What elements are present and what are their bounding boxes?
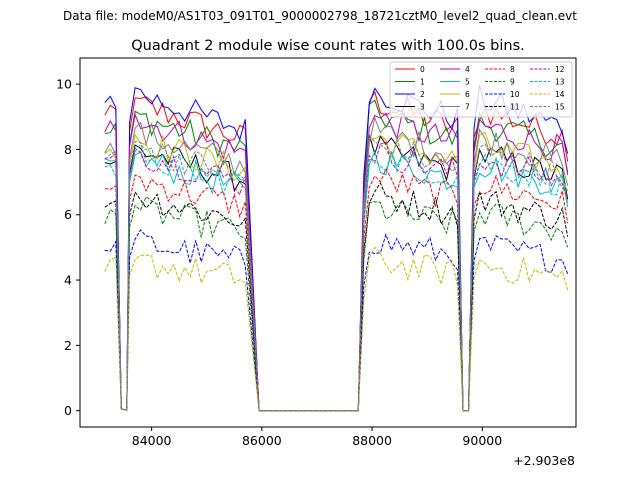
series-line-13 — [104, 143, 569, 412]
y-tick-label: 0 — [64, 403, 72, 418]
legend-label-3: 3 — [420, 103, 425, 112]
plot-frame — [79, 57, 577, 428]
legend-label-2: 2 — [420, 90, 425, 99]
legend-label-5: 5 — [465, 78, 470, 87]
legend-label-1: 1 — [420, 78, 425, 87]
legend-label-14: 14 — [555, 90, 565, 99]
y-tick-label: 2 — [64, 338, 72, 353]
plot-lines — [104, 84, 569, 412]
chart-title: Quadrant 2 module wise count rates with … — [131, 38, 525, 54]
x-offset-label: +2.903e8 — [513, 453, 575, 468]
legend-label-15: 15 — [555, 103, 565, 112]
x-tick-label: 84000 — [132, 433, 172, 448]
x-tick-label: 90000 — [462, 433, 502, 448]
x-axis: 84000 86000 88000 90000 — [132, 427, 502, 448]
x-tick-label: 88000 — [352, 433, 392, 448]
series-line-0 — [104, 90, 569, 412]
chart-suptitle: Data file: modeM0/AS1T03_091T01_90000027… — [63, 9, 577, 23]
legend-label-10: 10 — [510, 90, 520, 99]
series-line-3 — [104, 134, 569, 412]
legend-label-8: 8 — [510, 65, 515, 74]
series-line-12 — [104, 141, 569, 412]
series-line-10 — [104, 229, 569, 412]
series-line-15 — [104, 134, 569, 412]
legend-label-12: 12 — [555, 65, 565, 74]
legend-label-0: 0 — [420, 65, 425, 74]
series-line-8 — [104, 168, 569, 412]
series-line-1 — [104, 99, 569, 412]
legend-label-4: 4 — [465, 65, 470, 74]
legend-box — [389, 61, 573, 118]
x-tick-label: 86000 — [242, 433, 282, 448]
legend-label-11: 11 — [510, 103, 520, 112]
legend-label-7: 7 — [465, 103, 470, 112]
series-line-14 — [104, 246, 569, 412]
y-tick-label: 10 — [56, 77, 72, 92]
series-line-6 — [104, 131, 569, 412]
y-tick-label: 6 — [64, 207, 72, 222]
y-tick-label: 8 — [64, 142, 72, 157]
series-line-4 — [104, 110, 569, 412]
legend-label-13: 13 — [555, 78, 565, 87]
legend-label-9: 9 — [510, 78, 515, 87]
legend-label-6: 6 — [465, 90, 470, 99]
y-tick-label: 4 — [64, 273, 72, 288]
series-line-2 — [104, 84, 569, 412]
y-axis: 0 2 4 6 8 10 — [56, 77, 80, 418]
series-line-11 — [104, 181, 569, 412]
series-line-5 — [104, 149, 569, 412]
series-line-7 — [104, 116, 569, 412]
series-line-9 — [104, 195, 569, 412]
